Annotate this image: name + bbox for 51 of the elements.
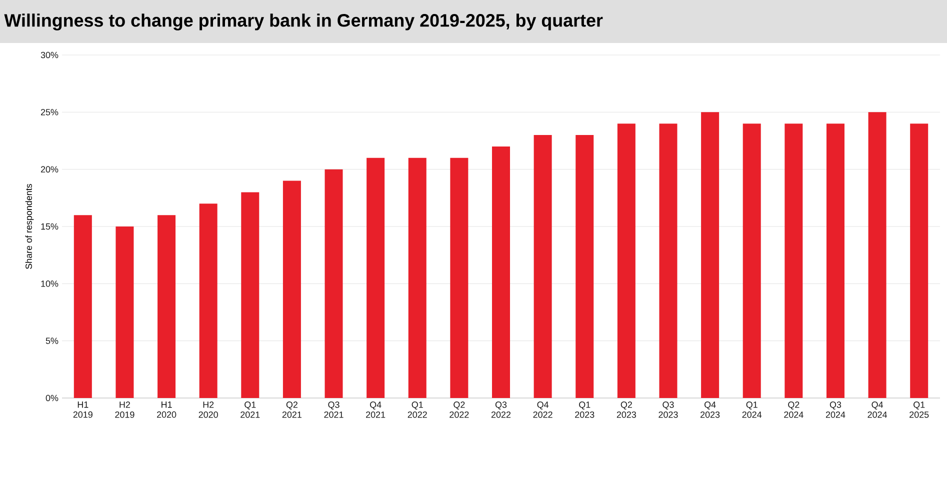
x-tick-label: H2 2020 (198, 402, 218, 418)
y-axis-title: Share of respondents (25, 184, 34, 269)
bar (366, 158, 385, 398)
x-tick-label: Q1 2021 (240, 402, 260, 418)
x-tick-label: Q4 2021 (366, 402, 386, 418)
x-tick-label: Q1 2023 (575, 402, 594, 418)
bar (158, 215, 176, 398)
y-tick-label: 30% (40, 52, 58, 58)
y-tick-label: 0% (46, 394, 58, 402)
x-tick-label: Q1 2024 (742, 402, 762, 418)
x-tick-label: Q4 2022 (533, 402, 552, 418)
bar (742, 124, 761, 398)
x-tick-label: Q3 2022 (491, 402, 511, 418)
x-tick-label: Q2 2023 (616, 402, 636, 418)
bar (576, 135, 594, 398)
x-tick-label: Q4 2023 (700, 402, 720, 418)
x-tick-label: H1 2019 (73, 402, 92, 418)
bar (324, 169, 343, 398)
x-tick-label: Q1 2022 (408, 402, 427, 418)
bar (450, 158, 468, 398)
chart-title: Willingness to change primary bank in Germany 2019-2025, by quarter (4, 14, 603, 30)
bar (116, 226, 134, 398)
bar (784, 124, 803, 398)
x-tick-label: Q2 2021 (282, 402, 302, 418)
bar (241, 192, 260, 398)
y-tick-label: 25% (40, 108, 58, 116)
y-tick-label: 10% (41, 280, 58, 287)
x-tick-label: H1 2020 (157, 402, 176, 418)
x-tick-label: Q3 2021 (324, 402, 344, 418)
bar (408, 158, 426, 398)
bar (659, 124, 678, 398)
x-tick-label: Q2 2024 (784, 402, 804, 418)
bar (492, 146, 510, 398)
y-tick-label: 20% (40, 166, 58, 173)
y-tick-label: 15% (41, 223, 58, 230)
bar (910, 124, 928, 398)
bar (701, 112, 720, 398)
bar (868, 112, 886, 398)
bar (617, 124, 636, 398)
x-tick-label: H2 2019 (115, 402, 134, 418)
x-tick-label: Q1 2025 (910, 402, 929, 418)
x-tick-label: Q2 2022 (450, 402, 469, 418)
bar (199, 204, 218, 398)
bar (74, 215, 92, 398)
x-tick-label: Q3 2024 (826, 402, 846, 418)
x-tick-label: Q3 2023 (658, 402, 678, 418)
bar (534, 135, 552, 398)
bar (282, 180, 301, 398)
x-tick-label: Q4 2024 (868, 402, 887, 418)
bar (826, 124, 844, 398)
y-tick-label: 5% (46, 338, 58, 344)
